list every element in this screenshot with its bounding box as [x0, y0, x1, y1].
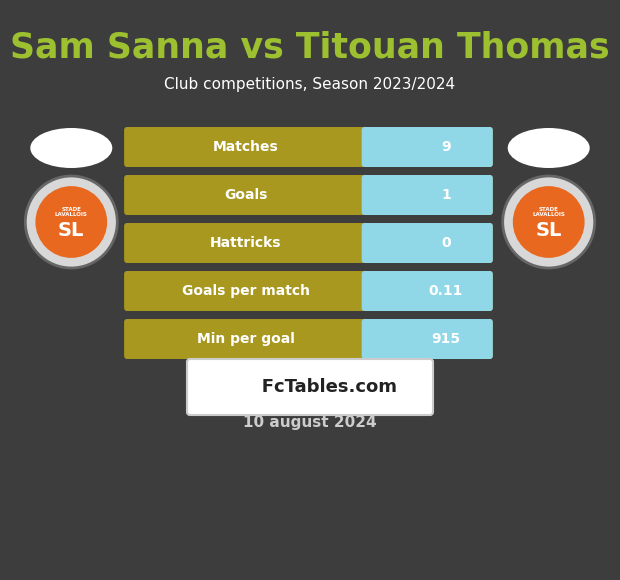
FancyBboxPatch shape — [124, 271, 493, 311]
Text: Hattricks: Hattricks — [210, 236, 281, 250]
Text: 10 august 2024: 10 august 2024 — [243, 415, 377, 430]
Ellipse shape — [30, 128, 112, 168]
Text: Min per goal: Min per goal — [197, 332, 295, 346]
Text: 0: 0 — [441, 236, 451, 250]
Circle shape — [513, 186, 585, 258]
Text: Sam Sanna vs Titouan Thomas: Sam Sanna vs Titouan Thomas — [10, 30, 610, 64]
Circle shape — [35, 186, 107, 258]
FancyBboxPatch shape — [187, 359, 433, 415]
FancyBboxPatch shape — [361, 175, 493, 215]
Text: 0.11: 0.11 — [429, 284, 463, 298]
Text: SL: SL — [536, 220, 562, 240]
Circle shape — [25, 176, 117, 268]
Text: Matches: Matches — [213, 140, 279, 154]
Text: Goals: Goals — [224, 188, 268, 202]
Text: STADE
LAVALLOIS: STADE LAVALLOIS — [55, 206, 88, 218]
FancyBboxPatch shape — [124, 127, 493, 167]
Text: Club competitions, Season 2023/2024: Club competitions, Season 2023/2024 — [164, 78, 456, 92]
FancyBboxPatch shape — [124, 319, 493, 359]
Text: STADE
LAVALLOIS: STADE LAVALLOIS — [532, 206, 565, 218]
FancyBboxPatch shape — [361, 223, 493, 263]
Text: 1: 1 — [441, 188, 451, 202]
Text: 915: 915 — [432, 332, 461, 346]
Text: SL: SL — [58, 220, 84, 240]
Ellipse shape — [508, 128, 590, 168]
Text: FcTables.com: FcTables.com — [243, 378, 397, 396]
FancyBboxPatch shape — [124, 223, 493, 263]
Text: Goals per match: Goals per match — [182, 284, 310, 298]
FancyBboxPatch shape — [361, 271, 493, 311]
FancyBboxPatch shape — [124, 175, 493, 215]
Circle shape — [503, 176, 595, 268]
FancyBboxPatch shape — [361, 319, 493, 359]
Text: 9: 9 — [441, 140, 451, 154]
FancyBboxPatch shape — [361, 127, 493, 167]
